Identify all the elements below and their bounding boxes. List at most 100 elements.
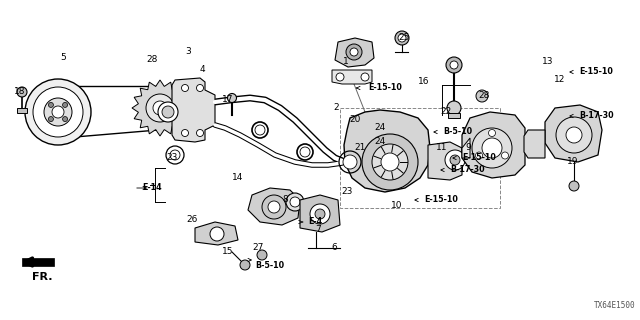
- Bar: [448, 113, 460, 118]
- Circle shape: [350, 48, 358, 56]
- Text: E-15-10: E-15-10: [462, 154, 496, 163]
- Text: 8: 8: [282, 196, 288, 204]
- Circle shape: [290, 197, 300, 207]
- Circle shape: [25, 79, 91, 145]
- Circle shape: [158, 102, 178, 122]
- Polygon shape: [332, 70, 372, 84]
- Text: B-17-30: B-17-30: [579, 111, 614, 121]
- Circle shape: [262, 195, 286, 219]
- Circle shape: [446, 57, 462, 73]
- Circle shape: [33, 87, 83, 137]
- Text: B-17-30: B-17-30: [450, 165, 484, 174]
- Text: 15: 15: [222, 247, 234, 257]
- Text: TX64E1500: TX64E1500: [593, 301, 635, 310]
- Text: 27: 27: [252, 244, 264, 252]
- Polygon shape: [344, 110, 430, 192]
- Circle shape: [476, 90, 488, 102]
- Circle shape: [44, 98, 72, 126]
- Circle shape: [343, 155, 357, 169]
- Circle shape: [63, 102, 68, 108]
- Polygon shape: [545, 105, 602, 162]
- Circle shape: [182, 130, 189, 137]
- Text: 22: 22: [440, 108, 452, 116]
- Text: E-15-10: E-15-10: [424, 196, 458, 204]
- Text: 24: 24: [374, 138, 386, 147]
- Circle shape: [162, 106, 174, 118]
- Circle shape: [315, 209, 325, 219]
- Circle shape: [268, 201, 280, 213]
- Polygon shape: [462, 138, 470, 158]
- Circle shape: [286, 193, 304, 211]
- Circle shape: [476, 152, 483, 159]
- Circle shape: [210, 227, 224, 241]
- Text: E-4: E-4: [308, 218, 322, 227]
- Circle shape: [146, 94, 174, 122]
- Text: E-14: E-14: [142, 183, 162, 193]
- Circle shape: [17, 87, 27, 97]
- Text: 2: 2: [333, 103, 339, 113]
- Circle shape: [381, 153, 399, 171]
- Text: 17: 17: [222, 95, 234, 105]
- Text: FR.: FR.: [32, 272, 52, 282]
- Circle shape: [227, 93, 237, 102]
- Circle shape: [447, 101, 461, 115]
- Text: 26: 26: [186, 215, 198, 225]
- Circle shape: [49, 102, 53, 108]
- Circle shape: [257, 250, 267, 260]
- Polygon shape: [462, 112, 525, 178]
- Text: 6: 6: [331, 244, 337, 252]
- Circle shape: [63, 116, 68, 122]
- Circle shape: [196, 130, 204, 137]
- Polygon shape: [172, 78, 215, 142]
- Text: 25: 25: [398, 34, 410, 43]
- Text: 23: 23: [166, 154, 178, 163]
- Text: 4: 4: [199, 66, 205, 75]
- Bar: [17, 108, 27, 113]
- Text: 28: 28: [478, 92, 490, 100]
- Circle shape: [182, 84, 189, 92]
- Polygon shape: [524, 130, 545, 158]
- Text: B-5-10: B-5-10: [443, 127, 472, 137]
- Circle shape: [482, 138, 502, 158]
- Text: 21: 21: [355, 143, 365, 153]
- Text: E-15-10: E-15-10: [579, 68, 613, 76]
- Circle shape: [240, 260, 250, 270]
- Text: 18: 18: [14, 87, 26, 97]
- Text: 3: 3: [185, 47, 191, 57]
- Circle shape: [362, 134, 418, 190]
- Polygon shape: [195, 222, 238, 245]
- Circle shape: [445, 150, 465, 170]
- Text: 13: 13: [542, 58, 554, 67]
- Circle shape: [361, 73, 369, 81]
- Circle shape: [52, 106, 64, 118]
- Circle shape: [395, 31, 409, 45]
- Text: 7: 7: [315, 226, 321, 235]
- Text: 23: 23: [341, 188, 353, 196]
- Text: B-5-10: B-5-10: [255, 260, 284, 269]
- Circle shape: [502, 152, 509, 159]
- Circle shape: [49, 116, 53, 122]
- Circle shape: [398, 34, 406, 42]
- Text: 28: 28: [147, 55, 157, 65]
- Circle shape: [569, 181, 579, 191]
- Circle shape: [450, 61, 458, 69]
- Text: 11: 11: [436, 143, 448, 153]
- Circle shape: [488, 130, 495, 137]
- Circle shape: [450, 155, 460, 165]
- Circle shape: [336, 73, 344, 81]
- Circle shape: [170, 150, 180, 160]
- Circle shape: [566, 127, 582, 143]
- Polygon shape: [300, 195, 340, 232]
- Circle shape: [556, 117, 592, 153]
- Polygon shape: [22, 258, 54, 266]
- Circle shape: [346, 44, 362, 60]
- Text: 19: 19: [567, 157, 579, 166]
- Circle shape: [153, 101, 167, 115]
- Text: 1: 1: [343, 58, 349, 67]
- Circle shape: [472, 128, 512, 168]
- Circle shape: [196, 84, 204, 92]
- Text: 12: 12: [554, 76, 566, 84]
- Polygon shape: [132, 80, 188, 136]
- Text: 16: 16: [419, 77, 429, 86]
- Polygon shape: [335, 38, 374, 67]
